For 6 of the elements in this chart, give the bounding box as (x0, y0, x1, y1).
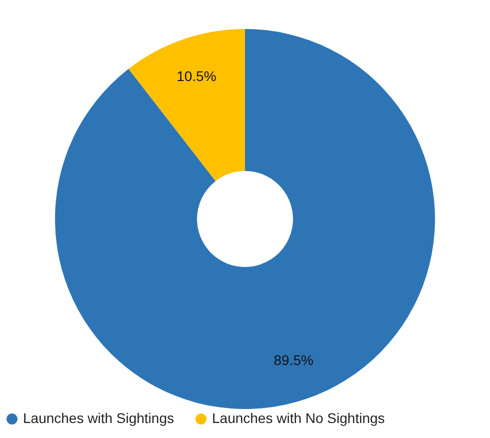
data-label: 10.5% (176, 68, 216, 84)
legend-label: Launches with Sightings (23, 410, 174, 426)
donut-slice (128, 29, 245, 182)
legend-label: Launches with No Sightings (212, 410, 385, 426)
donut-slice (55, 29, 435, 409)
data-label: 89.5% (274, 352, 314, 368)
